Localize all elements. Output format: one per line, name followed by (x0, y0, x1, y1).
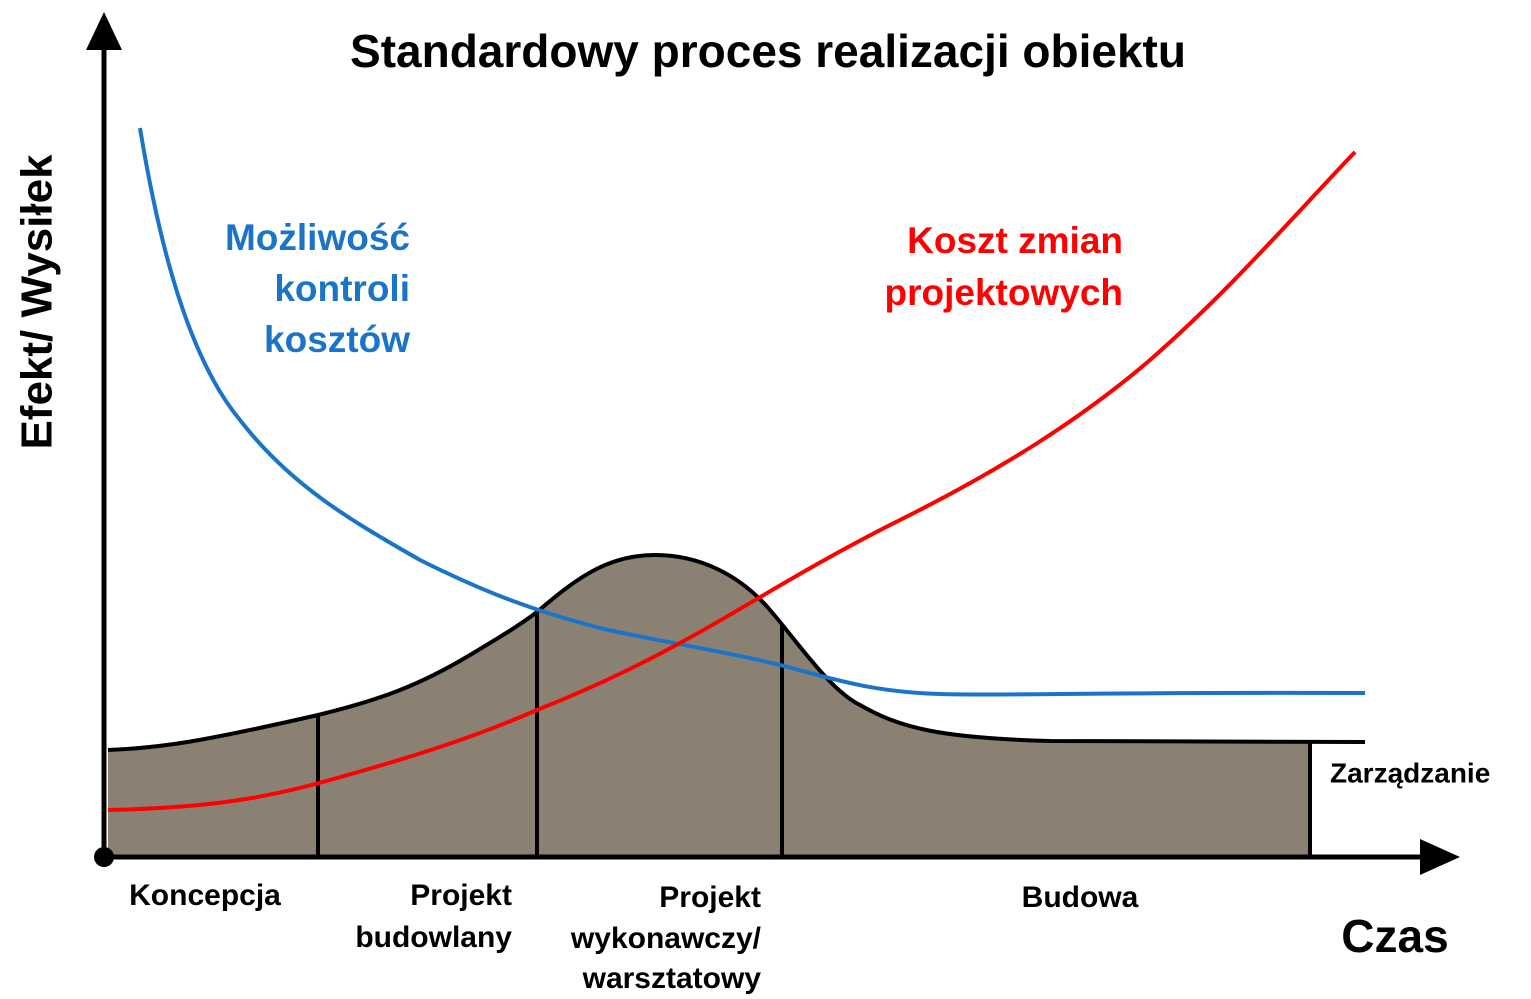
x-axis-arrow (1420, 839, 1460, 875)
curve-label: Możliwość (225, 217, 410, 258)
curve-label: projektowych (885, 272, 1124, 313)
effort-area (108, 555, 1310, 857)
cost-curve (107, 150, 1357, 812)
title: Standardowy proces realizacji obiektu (350, 25, 1186, 77)
phase-label: Koncepcja (129, 879, 281, 912)
curve-label: Zarządzanie (1330, 757, 1490, 788)
x-axis-label: Czas (1341, 910, 1448, 962)
phase-label: warsztatowy (582, 962, 762, 995)
curve-label: kosztów (264, 319, 410, 360)
phase-label: Budowa (1022, 881, 1139, 914)
curve-label: Koszt zmian (907, 220, 1123, 261)
y-axis-label: Efekt/ Wysiłek (13, 154, 62, 450)
curve-label: kontroli (274, 268, 410, 309)
effort-outline (107, 552, 1366, 752)
phase-label: Projekt (659, 881, 761, 914)
phase-label: wykonawczy/ (570, 922, 762, 955)
control-curve (138, 127, 1366, 697)
origin-dot (94, 847, 114, 867)
phase-label: budowlany (355, 921, 512, 954)
y-axis-arrow (86, 12, 122, 50)
phase-label: Projekt (410, 879, 512, 912)
